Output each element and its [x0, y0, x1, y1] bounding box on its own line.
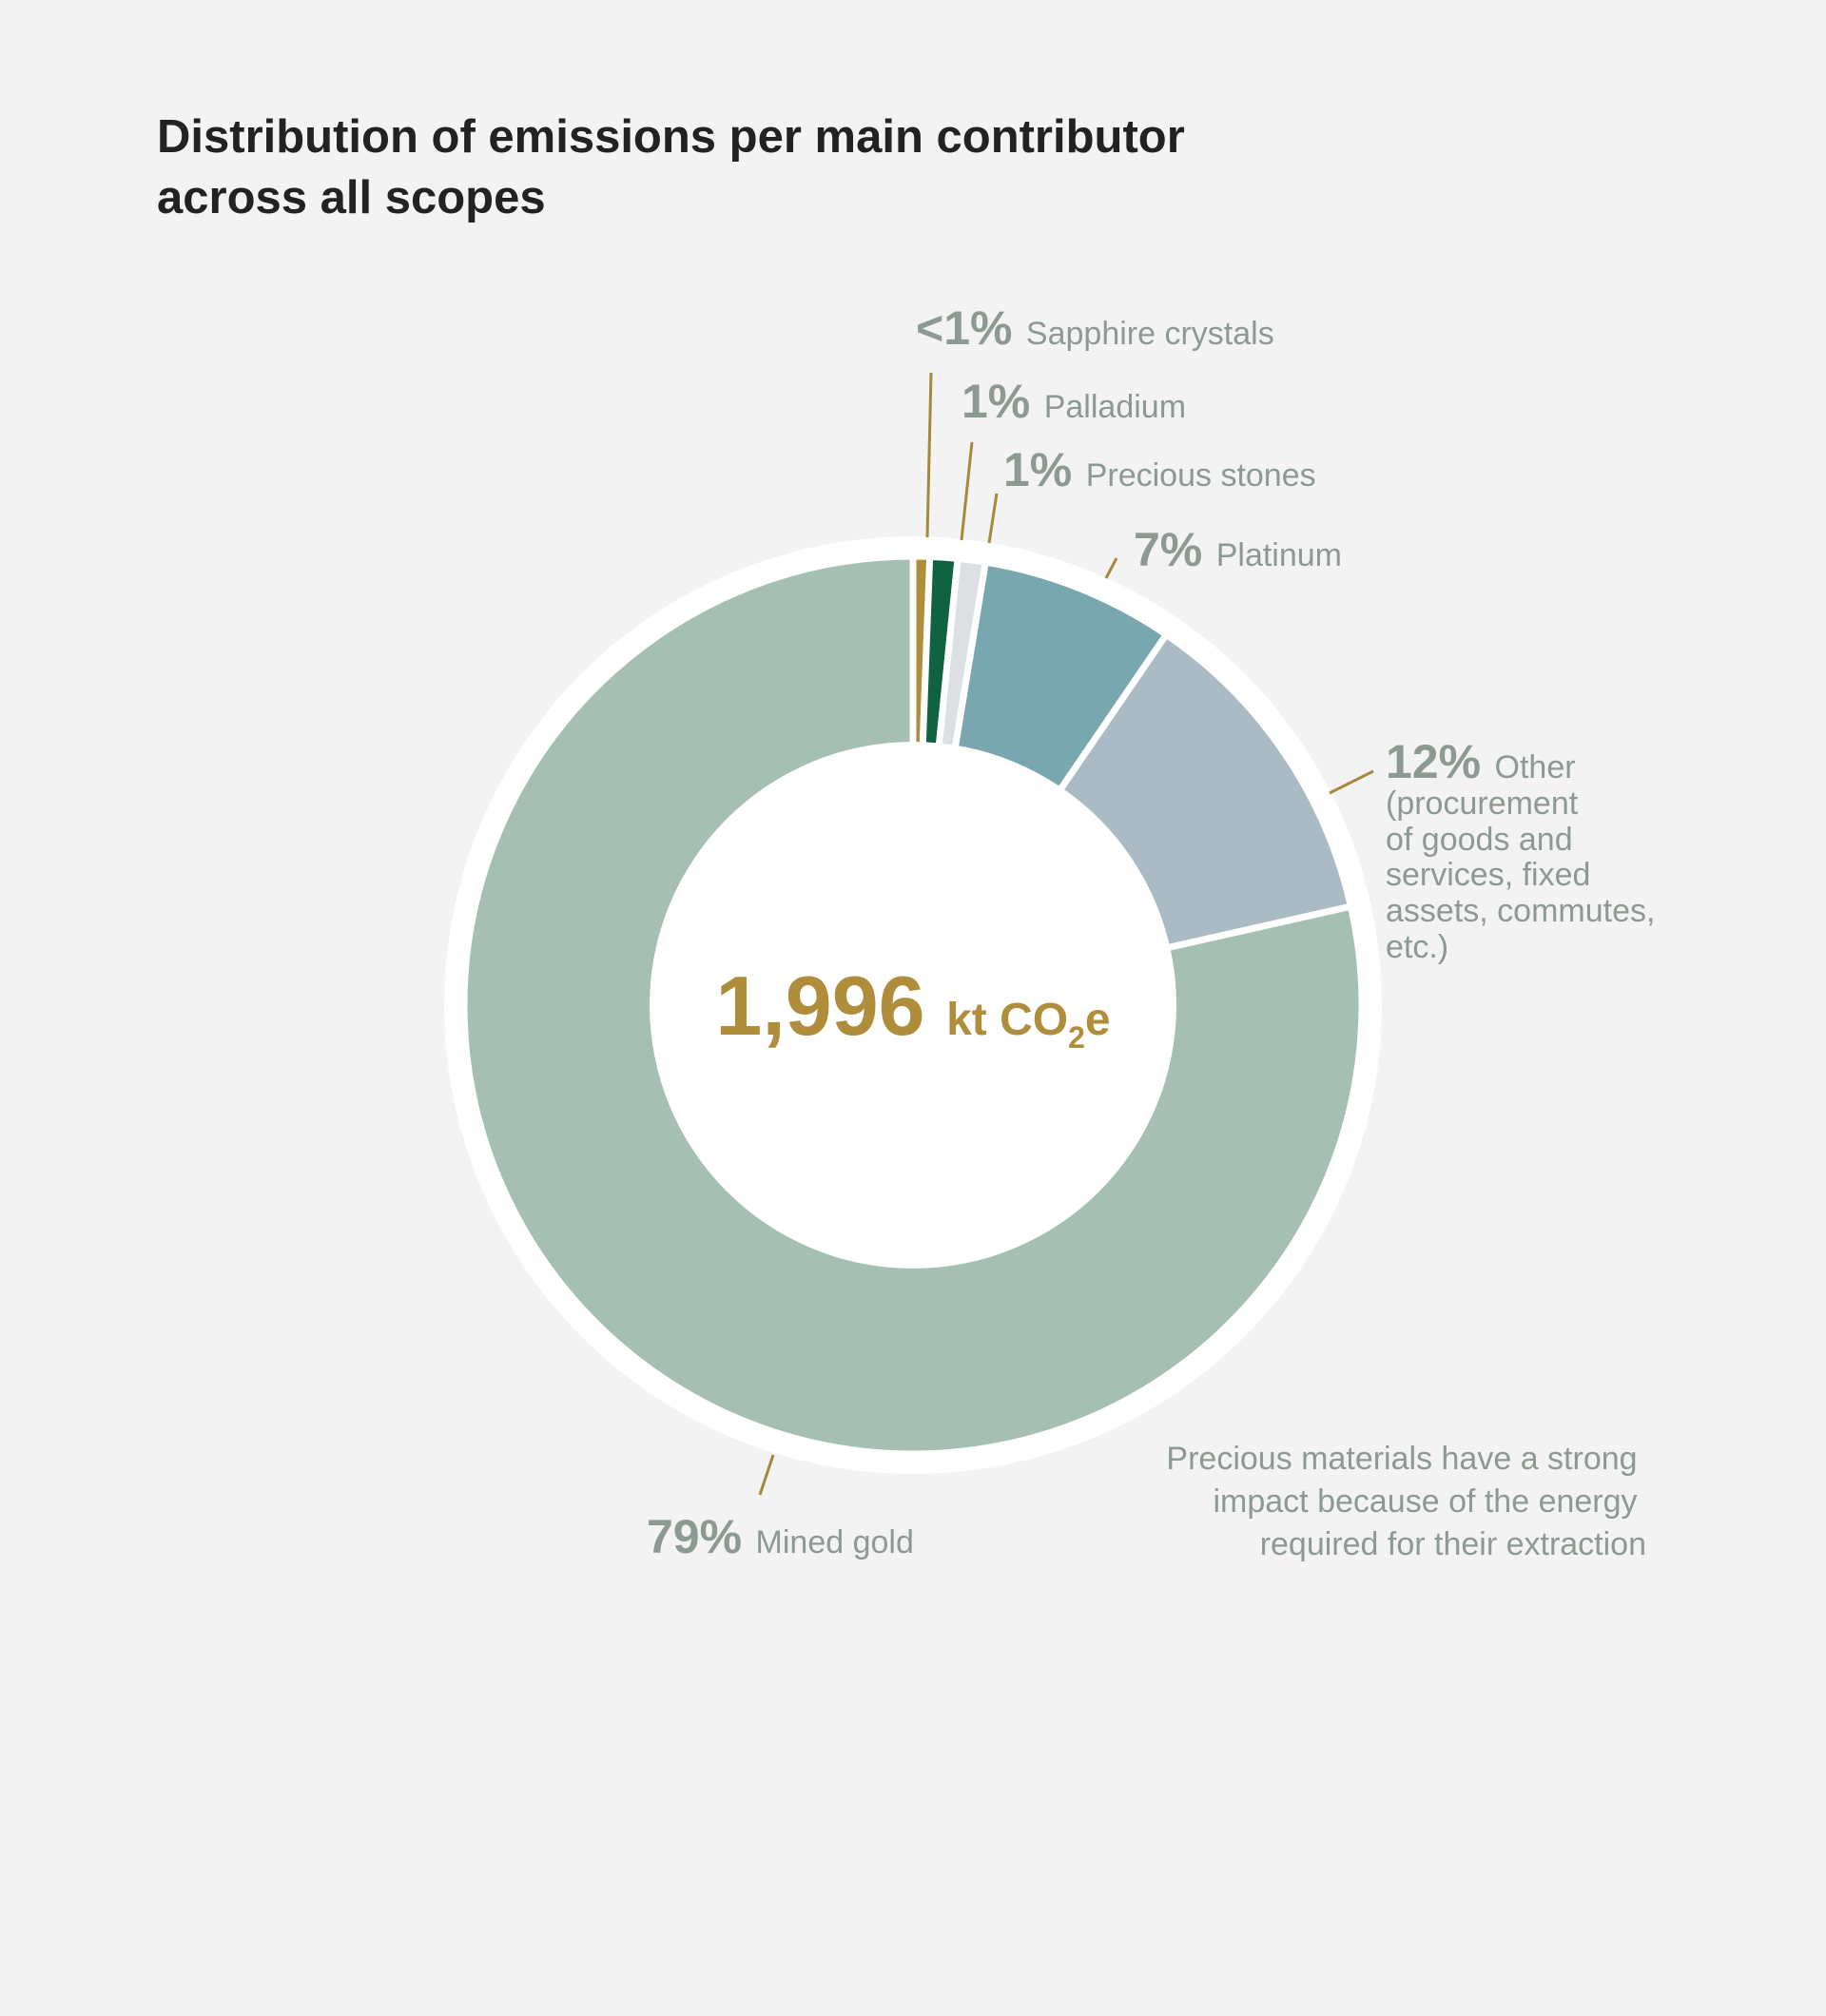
other-desc-line: of goods and: [1386, 822, 1573, 858]
center-suffix: e: [1085, 995, 1111, 1045]
title-line-1: Distribution of emissions per main contr…: [157, 111, 1185, 163]
other-desc-line: (procurement: [1386, 785, 1579, 822]
leader-line-other: [1329, 769, 1374, 795]
label-other: 12% Other (procurement of goods and serv…: [1386, 735, 1660, 965]
center-total: 1,996 kt CO2e: [715, 959, 1110, 1055]
center-value: 1,996: [715, 959, 924, 1053]
pct-sapphire: <1%: [916, 301, 1012, 355]
name-other: Other: [1495, 749, 1576, 785]
title-line-2: across all scopes: [157, 172, 546, 223]
name-precious-stones: Precious stones: [1086, 457, 1316, 494]
label-palladium: 1% Palladium: [962, 375, 1186, 428]
label-sapphire: <1% Sapphire crystals: [916, 301, 1274, 355]
center-subscript: 2: [1068, 1020, 1085, 1055]
other-desc-line: services, fixed: [1386, 857, 1590, 893]
label-mined-gold: 79% Mined gold: [647, 1510, 914, 1563]
pct-platinum: 7%: [1134, 523, 1202, 576]
annotation-line: Precious materials have a strong: [1166, 1441, 1637, 1477]
annotation-line: required for their extraction: [1260, 1526, 1646, 1562]
donut-hole: [650, 742, 1176, 1269]
other-desc-line: assets, commutes,: [1386, 893, 1655, 929]
name-sapphire: Sapphire crystals: [1026, 316, 1274, 352]
name-palladium: Palladium: [1044, 389, 1186, 425]
center-unit: kt CO: [946, 995, 1068, 1045]
leader-line-platinum: [1104, 557, 1118, 579]
leader-line-sapphire: [925, 372, 933, 538]
label-precious-stones: 1% Precious stones: [1003, 443, 1316, 496]
name-mined-gold: Mined gold: [756, 1524, 914, 1560]
pct-mined-gold: 79%: [647, 1510, 742, 1563]
leader-line-palladium: [960, 441, 974, 541]
annotation-note: Precious materials have a strong impact …: [1166, 1441, 1646, 1562]
annotation-line: impact because of the energy: [1213, 1483, 1637, 1520]
other-desc-line: etc.): [1386, 929, 1448, 965]
pct-other: 12%: [1386, 735, 1481, 788]
leader-line-precious-stones: [987, 493, 999, 544]
name-platinum: Platinum: [1216, 537, 1342, 573]
leader-line-mined-gold: [758, 1454, 775, 1496]
pct-precious-stones: 1%: [1003, 443, 1072, 496]
label-platinum: 7% Platinum: [1134, 523, 1342, 576]
chart-title: Distribution of emissions per main contr…: [157, 111, 1197, 223]
pct-palladium: 1%: [962, 375, 1030, 428]
